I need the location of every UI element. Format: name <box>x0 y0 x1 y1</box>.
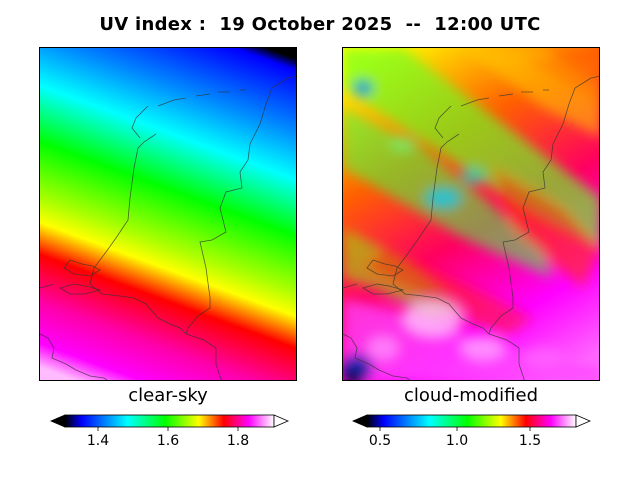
clear-sky-colorbar <box>50 414 290 431</box>
clear-sky-map <box>39 47 297 381</box>
cloud-modified-label: cloud-modified <box>403 385 539 406</box>
clear-sky-tick-label: 1.4 <box>86 433 110 449</box>
cloud-modified-tick-label: 1.5 <box>518 433 542 449</box>
clear-sky-tick-label: 1.6 <box>156 433 180 449</box>
map-title: UV index : 19 October 2025 -- 12:00 UTC <box>99 14 541 35</box>
cloud-field-structures <box>343 48 599 380</box>
clear-sky-label: clear-sky <box>128 385 208 406</box>
coastline-outline <box>40 75 296 380</box>
cloud-modified-tick-label: 1.0 <box>445 433 469 449</box>
cloud-modified-colorbar <box>352 414 592 431</box>
cloud-modified-map <box>342 47 600 381</box>
coastline-outline <box>343 75 599 380</box>
clear-sky-tick-label: 1.8 <box>226 433 250 449</box>
cloud-modified-tick-label: 0.5 <box>368 433 392 449</box>
clear-sky-field <box>40 48 296 380</box>
